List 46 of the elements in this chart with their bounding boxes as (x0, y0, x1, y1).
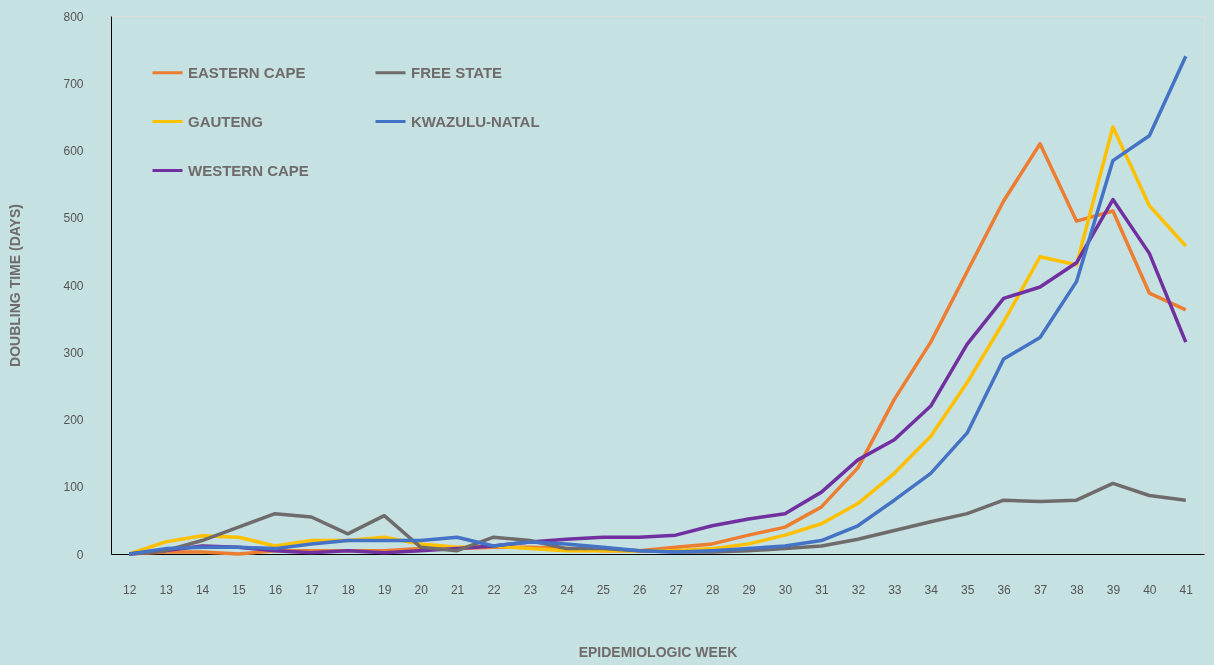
x-tick-label: 28 (705, 582, 720, 597)
x-tick-label: 26 (633, 582, 647, 597)
x-tick-label: 34 (924, 582, 939, 597)
y-tick-label: 800 (63, 9, 84, 24)
x-tick-label: 24 (560, 582, 574, 597)
legend-label: KWAZULU-NATAL (411, 112, 540, 130)
x-tick-label: 21 (450, 582, 465, 597)
y-tick-label: 700 (63, 76, 84, 91)
x-tick-label: 37 (1033, 582, 1048, 597)
y-tick-label: 100 (63, 480, 84, 495)
y-tick-label: 200 (63, 413, 84, 427)
legend-label: FREE STATE (411, 63, 503, 81)
x-tick-label: 13 (159, 582, 174, 597)
x-tick-label: 22 (487, 582, 502, 597)
x-tick-label: 39 (1106, 582, 1121, 597)
x-tick-label: 14 (195, 582, 210, 597)
x-tick-label: 19 (378, 582, 392, 597)
y-tick-label: 300 (63, 345, 84, 360)
x-tick-label: 12 (123, 582, 137, 597)
x-tick-label: 23 (523, 582, 538, 597)
x-tick-label: 16 (268, 582, 283, 597)
x-tick-label: 18 (341, 582, 356, 597)
x-tick-label: 29 (742, 582, 757, 597)
legend-label: WESTERN CAPE (188, 161, 309, 179)
x-tick-label: 25 (596, 582, 611, 597)
y-tick-label: 600 (63, 144, 84, 158)
x-tick-label: 27 (669, 582, 684, 597)
x-tick-label: 40 (1143, 582, 1157, 597)
x-tick-label: 15 (232, 582, 247, 597)
x-tick-label: 33 (888, 582, 902, 597)
x-tick-label: 17 (305, 582, 319, 597)
x-tick-label: 30 (778, 582, 793, 597)
x-tick-label: 36 (997, 582, 1012, 597)
x-tick-label: 41 (1179, 582, 1194, 597)
y-tick-label: 400 (63, 278, 84, 293)
x-tick-label: 32 (851, 582, 866, 597)
y-tick-label: 0 (76, 547, 84, 562)
x-tick-label: 20 (414, 582, 429, 597)
x-axis-title: EPIDEMIOLOGIC WEEK (578, 643, 738, 660)
y-tick-label: 500 (63, 211, 84, 226)
y-axis-title: DOUBLING TIME (DAYS) (7, 204, 24, 367)
legend-label: GAUTENG (188, 112, 263, 130)
x-tick-label: 38 (1070, 582, 1084, 597)
x-tick-label: 31 (815, 582, 829, 597)
legend-label: EASTERN CAPE (188, 63, 306, 81)
x-tick-label: 35 (961, 582, 975, 597)
